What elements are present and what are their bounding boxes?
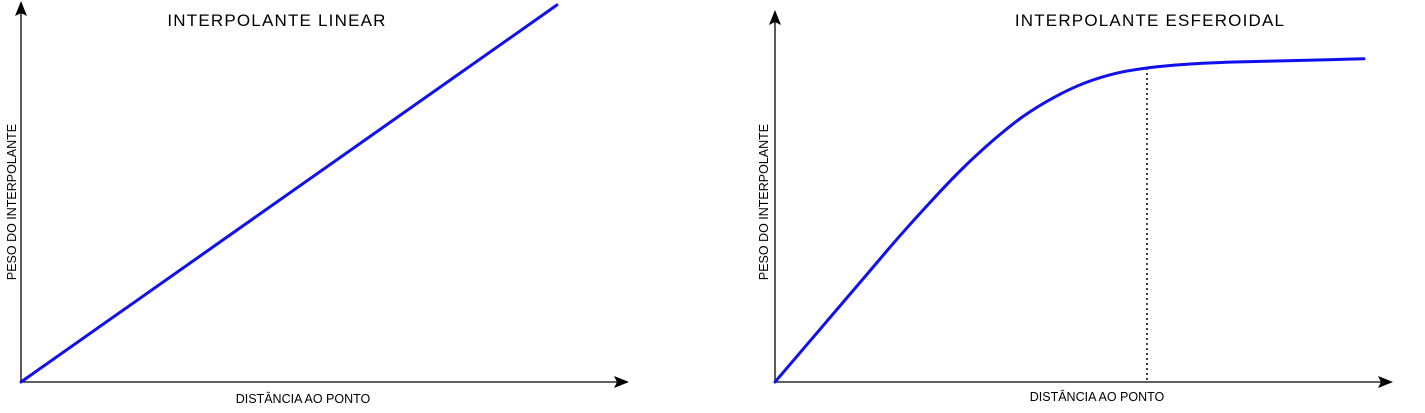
x-axis-arrow-icon	[614, 376, 629, 388]
x-axis-label: DISTÂNCIA AO PONTO	[1030, 389, 1165, 404]
x-axis-arrow-icon	[1378, 376, 1393, 388]
spheroidal-interpolant-chart: INTERPOLANTE ESFEROIDAL DISTÂNCIA AO PON…	[757, 10, 1393, 404]
y-axis-arrow-icon	[769, 10, 781, 25]
chart-title: INTERPOLANTE ESFEROIDAL	[1015, 11, 1285, 30]
chart-title: INTERPOLANTE LINEAR	[167, 11, 386, 30]
series-line	[19, 3, 559, 384]
y-axis-arrow-icon	[15, 1, 27, 16]
y-axis-label: PESO DO INTERPOLANTE	[5, 124, 19, 280]
linear-interpolant-chart: INTERPOLANTE LINEAR DISTÂNCIA AO PONTO P…	[5, 1, 629, 406]
x-axis-label: DISTÂNCIA AO PONTO	[236, 391, 371, 406]
y-axis-label: PESO DO INTERPOLANTE	[757, 124, 771, 280]
series-line	[773, 57, 1366, 384]
